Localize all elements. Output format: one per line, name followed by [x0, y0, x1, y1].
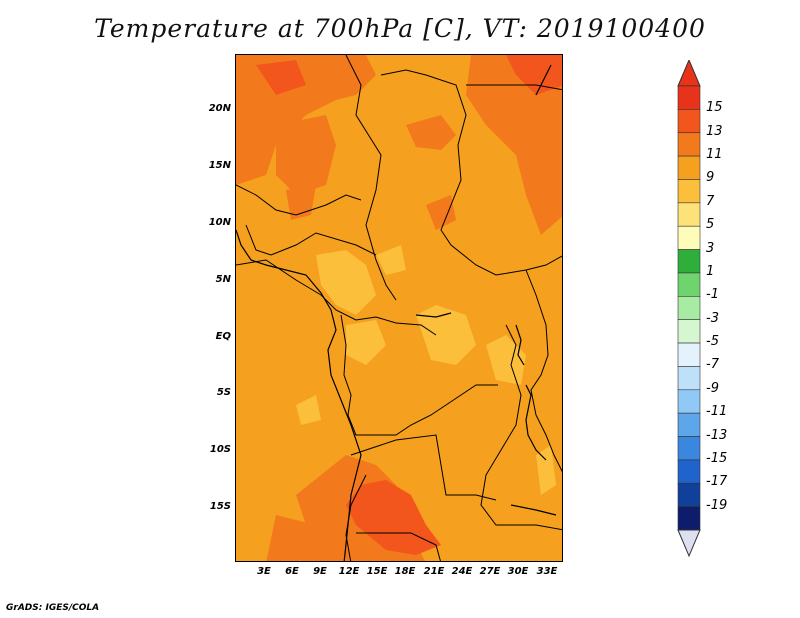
colorbar-label: 1	[706, 263, 715, 279]
colorbar-label: -9	[706, 380, 719, 396]
colorbar-label: -7	[706, 357, 719, 373]
x-tick-label: 27E	[479, 566, 501, 577]
colorbar-swatch	[677, 85, 701, 110]
colorbar-over-triangle	[677, 60, 701, 87]
coastline	[236, 64, 557, 561]
colorbar-label: -11	[706, 404, 728, 420]
colorbar-swatch	[677, 319, 701, 344]
country-borders	[236, 55, 562, 561]
x-tick-label: 18E	[394, 566, 416, 577]
colorbar-swatch	[677, 412, 701, 437]
x-tick-label: 12E	[338, 566, 360, 577]
colorbar-swatch	[677, 272, 701, 297]
field-cool	[296, 245, 556, 495]
colorbar-label: 15	[706, 100, 723, 116]
y-tick-label: 15S	[209, 501, 231, 512]
colorbar-swatch	[677, 155, 701, 180]
colorbar-label: 3	[706, 240, 715, 256]
x-tick-label: 30E	[507, 566, 529, 577]
y-tick-label: 10S	[209, 444, 231, 455]
colorbar-swatch	[677, 482, 701, 507]
plot-title: Temperature at 700hPa [C], VT: 201910040…	[94, 14, 706, 43]
colorbar-swatch	[677, 342, 701, 367]
colorbar-swatch	[677, 225, 701, 250]
temperature-map	[235, 54, 563, 562]
colorbar-swatch	[677, 366, 701, 391]
x-tick-label: 21E	[423, 566, 445, 577]
x-tick-label: 15E	[366, 566, 388, 577]
y-tick-label: EQ	[215, 331, 231, 342]
colorbar-swatch	[677, 109, 701, 134]
colorbar-label: -5	[706, 334, 719, 350]
colorbar-label: 5	[706, 217, 715, 233]
colorbar-swatch	[677, 389, 701, 414]
colorbar-label: 13	[706, 123, 723, 139]
colorbar-swatch	[677, 132, 701, 157]
x-tick-label: 6E	[285, 566, 299, 577]
colorbar-under-triangle	[677, 529, 701, 558]
x-tick-label: 33E	[536, 566, 558, 577]
colorbar-swatch	[677, 249, 701, 274]
colorbar-label: -1	[706, 287, 719, 303]
y-tick-label: 10N	[208, 217, 231, 228]
colorbar-label: -13	[706, 427, 728, 443]
colorbar-label: 7	[706, 193, 715, 209]
colorbar-label: -3	[706, 310, 719, 326]
colorbar-swatch	[677, 202, 701, 227]
y-tick-label: 15N	[208, 160, 231, 171]
colorbar-swatch	[677, 296, 701, 320]
colorbar-swatch	[677, 436, 701, 461]
colorbar-label: -19	[706, 497, 728, 513]
y-tick-label: 5N	[215, 274, 231, 285]
colorbar-label: -17	[706, 474, 728, 490]
colorbar-swatch	[677, 506, 701, 531]
colorbar-label: 11	[706, 147, 723, 163]
colorbar-swatch	[677, 179, 701, 204]
footer-credit: GrADS: IGES/COLA	[6, 603, 100, 613]
colorbar-swatch	[677, 459, 701, 484]
colorbar-label: 9	[706, 170, 715, 186]
colorbar	[677, 60, 701, 558]
x-tick-label: 3E	[257, 566, 271, 577]
x-tick-label: 9E	[313, 566, 327, 577]
y-tick-label: 5S	[216, 387, 231, 398]
colorbar-label: -15	[706, 450, 728, 466]
y-tick-label: 20N	[208, 103, 231, 114]
x-tick-label: 24E	[451, 566, 473, 577]
